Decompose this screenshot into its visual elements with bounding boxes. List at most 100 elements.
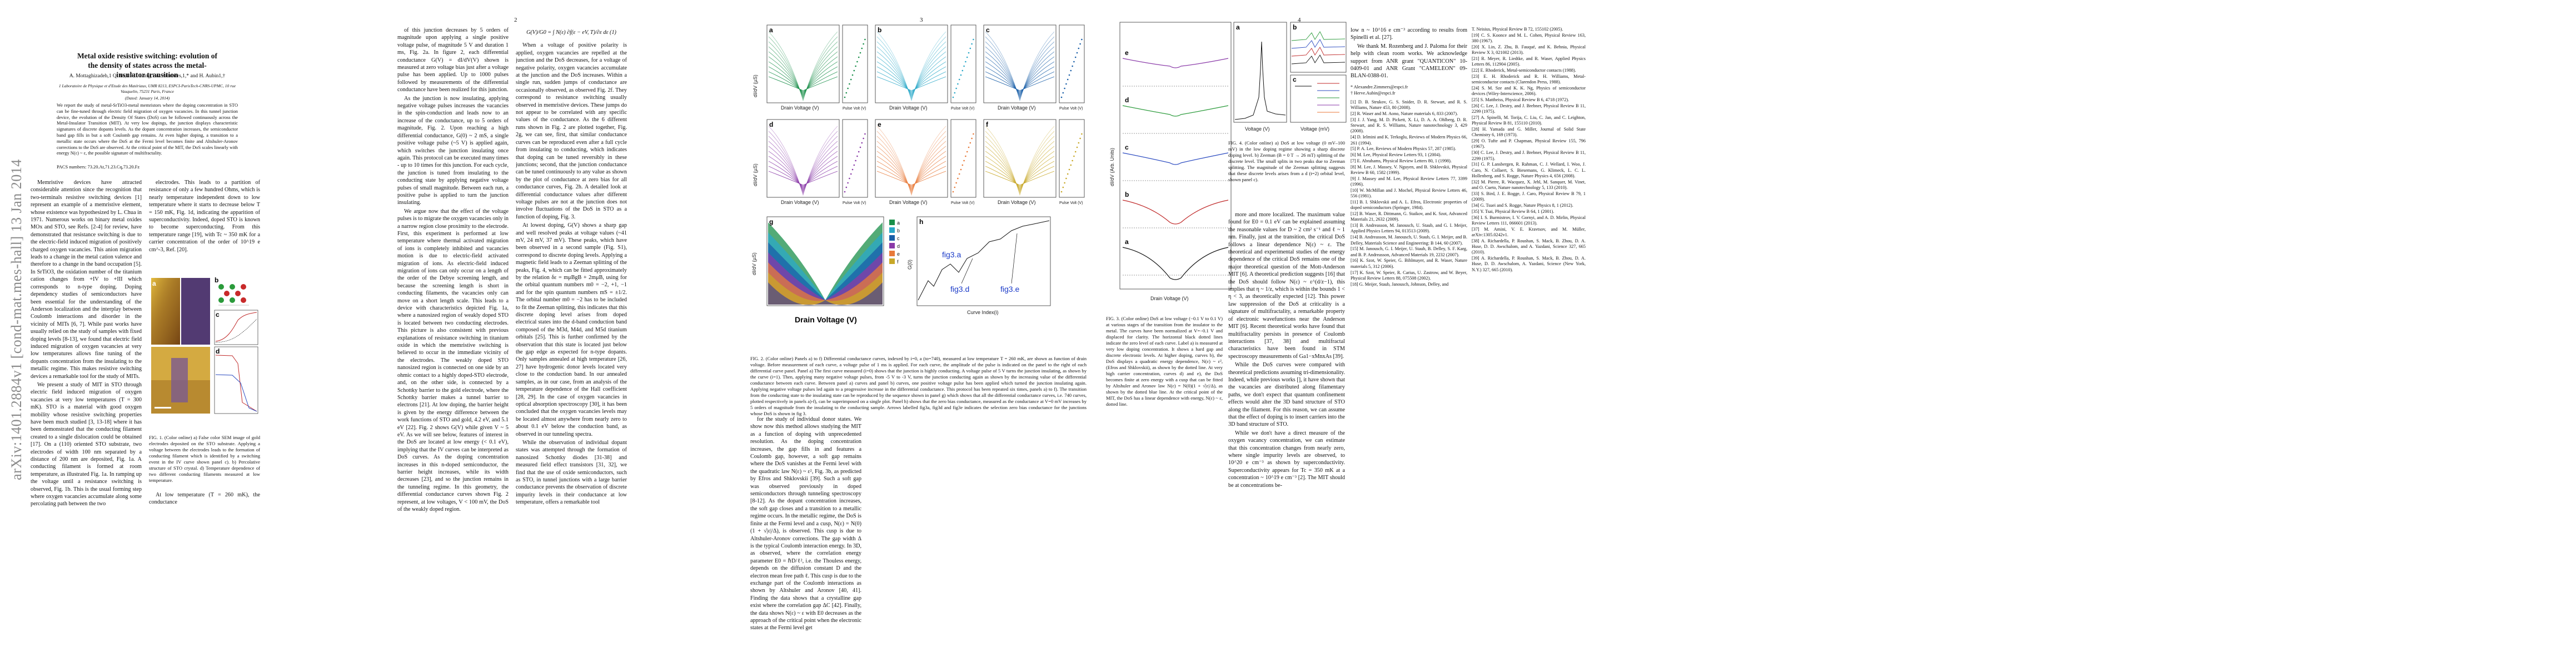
reference-item: [12] B. Waser, R. Dittmann, G. Staikov, … <box>1351 211 1467 222</box>
page-number: 3 <box>920 17 923 23</box>
fig2-pulse-point <box>1073 155 1075 157</box>
fig2-pulse-point <box>849 177 850 180</box>
fig2-pulse-panel <box>1059 24 1085 103</box>
footnote: * Alexandre.Zimmers@espci.fr <box>1351 84 1408 89</box>
fig2-curve <box>876 161 946 188</box>
fig2-curve <box>876 66 946 93</box>
fig2-curve <box>876 126 946 196</box>
fig2-curve <box>876 136 946 194</box>
fig2-curve <box>985 171 1055 186</box>
fig2-curve <box>768 51 838 97</box>
paragraph: Memristive devices have attracted consid… <box>31 180 142 380</box>
fig2-pulse-point <box>1068 74 1070 76</box>
paragraph: for the study of individual donor states… <box>750 416 861 631</box>
fig1-label-b: b <box>215 276 218 284</box>
paragraph: more and more localized. The maximum val… <box>1228 212 1345 360</box>
fig2-pulse-point <box>1062 92 1064 94</box>
fig2-pulse-point <box>844 191 846 193</box>
fig3-curve-b <box>1122 200 1229 225</box>
reference-item: [5] P. A. Lee, Reviews of Modern Physics… <box>1351 146 1456 152</box>
fig2-pulse-point <box>1078 142 1080 144</box>
fig2-pulse-point <box>850 173 852 175</box>
fig3-curve-a <box>1122 247 1229 280</box>
fig2-curve <box>985 46 1055 98</box>
fig2-curve <box>985 36 1055 101</box>
fig2-curve <box>985 151 1055 190</box>
reference-item: [14] B. Andreasson, M. Janousch, U. Stau… <box>1351 235 1467 246</box>
paragraph: As the junction is now insulating, apply… <box>397 95 509 206</box>
reference-item: [28] H. Yamada and G. Miller, Journal of… <box>1472 127 1586 138</box>
fig2-curve <box>876 71 946 92</box>
figure-2-caption: FIG. 2. (Color online) Panels a) to f) D… <box>750 356 1087 416</box>
fig2-xlabel: Drain Voltage (V) <box>889 105 928 111</box>
fig2-curve <box>768 41 838 99</box>
fig2-pulse-point <box>958 78 960 81</box>
fig2-pulse-point <box>1065 83 1067 85</box>
fig2-legend-label: b <box>897 228 900 233</box>
fig2-pulse-panel <box>950 24 976 103</box>
fig2-curve <box>985 146 1055 192</box>
fig4-b-curve <box>1291 39 1346 49</box>
fig2-g-band <box>768 272 883 305</box>
fig2-pulse-point <box>952 191 954 193</box>
page4-references-column: T. Neisius, Physical Review B 72, 155102… <box>1472 27 1586 658</box>
fig2-pulse-point <box>966 151 968 153</box>
fig2-pulse-point <box>850 78 852 81</box>
reference-item: [37] M. Amini, V. E. Kravtsov, and M. Mü… <box>1472 226 1586 237</box>
fig2-panel-a <box>766 24 840 103</box>
date: (Dated: January 14, 2014) <box>124 96 170 101</box>
reference-item: [19] C. S. Koonce and M. L. Cohen, Physi… <box>1472 32 1586 44</box>
fig2-pulse-point <box>861 142 863 144</box>
reference-item: [25] S. Mattheiss, Physical Review B 6, … <box>1472 97 1569 103</box>
fig2-curve <box>768 151 838 190</box>
fig2-pulse-point <box>1070 69 1072 72</box>
fig2-pulse-point <box>1079 137 1081 140</box>
fig2-pulse-point <box>969 47 971 49</box>
fig2-curve <box>985 161 1055 188</box>
fig2-pulse-point <box>965 61 966 63</box>
fig3-curve-label: c <box>1125 143 1129 151</box>
fig2-pulse-point <box>1067 173 1069 175</box>
reference-item: [29] O. Tufte and P. Chapman, Physical R… <box>1472 138 1586 150</box>
fig2-h-ylabel: G(0) <box>907 260 913 270</box>
reference-item: [13] B. Andreasson, M. Janousch, U. Stau… <box>1351 223 1467 234</box>
fig2-label-c: c <box>986 26 990 34</box>
fig2-g-ylabel: dI/dV (µS) <box>751 252 757 275</box>
affiliation: 1 Laboratoire de Physique et d'Etude des… <box>58 83 236 94</box>
reference-item: [9] J. Massey and M. Lee, Physical Revie… <box>1351 176 1467 187</box>
fig2-pulse-point <box>855 65 856 67</box>
fig2-pulse-point <box>861 47 863 49</box>
fig2-pulse-point <box>845 186 848 188</box>
fig2-curve <box>985 51 1055 97</box>
reference-item: [10] W. McMillan and J. Mochel, Physical… <box>1351 187 1467 199</box>
fig2-pulse-point <box>1072 65 1073 67</box>
reference-item: [34] G. Tsuei and S. Rogge, Nature Physi… <box>1472 202 1573 208</box>
fig3-curve-e <box>1122 58 1229 68</box>
page4-column-right: low n ~ 10^16 e cm⁻³ according to result… <box>1351 27 1467 658</box>
figure-1-caption: FIG. 1. (Color online) a) False color SE… <box>149 435 260 483</box>
reference-item: T. Neisius, Physical Review B 72, 155102… <box>1472 27 1563 32</box>
fig2-curve <box>985 61 1055 94</box>
fig2-pulse-point <box>1078 47 1080 49</box>
reference-item: [7] E. Abrahams, Physical Review Letters… <box>1351 158 1452 163</box>
fig2-curve <box>876 141 946 193</box>
fig2-pulse-point <box>968 52 970 54</box>
fig2-pulse-point <box>960 168 962 171</box>
fig2-h-xlabel: Curve Index(i) <box>967 310 999 315</box>
fig4-label-a: a <box>1236 23 1240 31</box>
fig2-pulse-point <box>961 69 964 72</box>
fig2-xlabel: Drain Voltage (V) <box>781 200 819 205</box>
fig2-curve <box>876 31 946 102</box>
reference-item: [11] B. I. Shklovskii and A. L. Efros, E… <box>1351 199 1467 211</box>
fig2-curve <box>768 31 838 102</box>
fig2-label-h: h <box>919 218 923 226</box>
page-number: 4 <box>1298 17 1301 23</box>
references-list-a: [1] D. B. Strukov, G. S. Snider, D. R. S… <box>1351 99 1467 287</box>
fig2-pulse-point <box>957 83 959 85</box>
abstract: We report the study of metal-SrTiO3-meta… <box>57 103 238 156</box>
fig3-xlabel: Drain Voltage (V) <box>1150 296 1189 301</box>
fig2-panel-c <box>983 24 1057 103</box>
fig2-pulse-panel <box>950 119 976 198</box>
fig2-legend-swatch <box>889 220 895 225</box>
fig2-curve <box>985 56 1055 96</box>
